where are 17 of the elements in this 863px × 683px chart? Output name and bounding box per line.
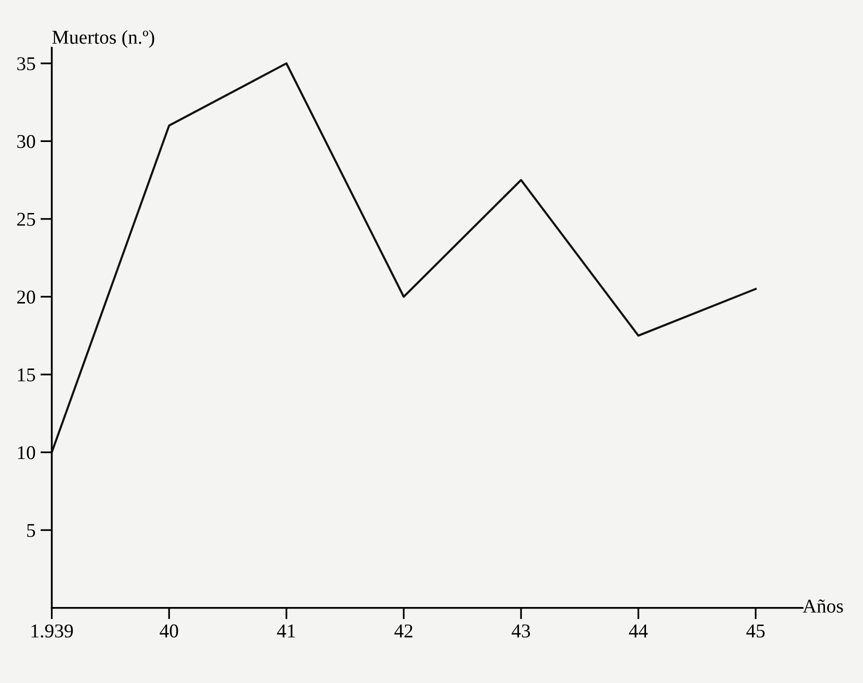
x-tick-label: 43	[512, 624, 530, 638]
x-tick-label: 40	[160, 624, 178, 638]
y-tick-label: 5	[27, 524, 36, 538]
y-tick-label: 20	[17, 290, 36, 304]
x-tick-label: 44	[629, 624, 648, 638]
x-tick-label: 1.939	[32, 624, 73, 638]
y-axis-title: Muertos (n.º)	[52, 30, 154, 48]
y-tick-label: 30	[17, 134, 36, 148]
y-tick-label: 25	[17, 212, 36, 226]
y-tick-label: 35	[17, 57, 36, 70]
x-tick-label: 41	[277, 624, 295, 638]
x-tick-label: 45	[746, 624, 765, 638]
line-series	[52, 62, 757, 454]
x-axis-title: Años	[802, 599, 843, 613]
x-tick-label: 42	[394, 624, 412, 638]
y-tick-label: 15	[18, 368, 36, 382]
y-tick-label: 10	[18, 446, 36, 460]
